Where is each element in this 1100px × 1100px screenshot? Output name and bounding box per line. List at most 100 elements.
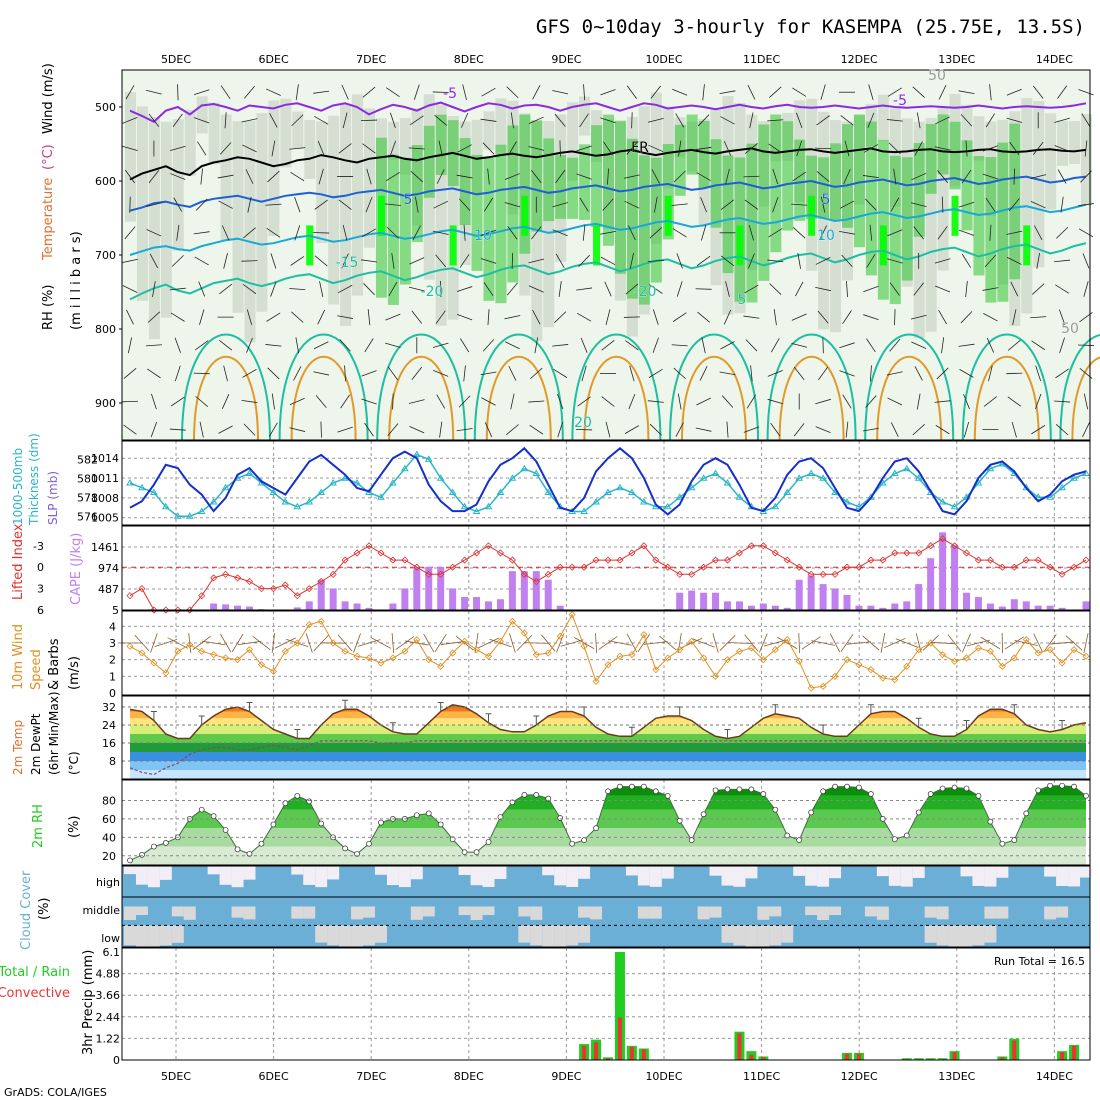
precip-tick: 6.1 <box>103 946 121 959</box>
wind-barb <box>796 112 803 128</box>
thickness-marker <box>209 498 218 505</box>
wind-speed-marker <box>472 646 481 654</box>
wind-tick: 2 <box>109 654 116 667</box>
wind-barb <box>843 169 851 185</box>
rh-shade-gray <box>352 94 364 296</box>
thickness-marker <box>520 464 529 472</box>
wind-barb <box>506 282 518 296</box>
rh-marker <box>975 792 982 799</box>
date-label-bottom: 14DEC <box>1036 1070 1073 1083</box>
wind-barb <box>743 426 760 433</box>
wind-barb <box>291 114 304 127</box>
wind-barb <box>791 203 808 206</box>
wind-barb <box>432 342 449 348</box>
wind-barb <box>845 421 849 438</box>
wind-barb <box>410 170 424 183</box>
wind-barb <box>578 254 590 267</box>
wind-barb <box>815 257 831 265</box>
wind-barb <box>195 396 209 407</box>
wind-speed-marker <box>269 667 277 675</box>
cape-bar <box>496 599 504 610</box>
wind-barb <box>1082 253 1090 269</box>
rh-marker <box>796 837 803 843</box>
thickness-marker <box>687 483 696 491</box>
wind-barb <box>699 366 708 381</box>
cloud-low-gap <box>924 925 937 943</box>
rh-shade-green <box>435 114 447 175</box>
wind-barb <box>510 393 515 410</box>
isotherm-warm-lobe <box>669 333 759 441</box>
rh-shade-gray <box>244 120 256 343</box>
wind-speed-marker <box>198 647 206 655</box>
rh-marker <box>664 792 671 799</box>
thickness-marker <box>400 464 409 472</box>
wind-barb <box>171 255 184 267</box>
rh-shade-gray <box>256 113 268 312</box>
wind-barb <box>176 224 180 241</box>
cloud-mid-gap <box>351 906 364 920</box>
cloud-low-gap <box>327 925 340 946</box>
wind-barb <box>605 309 611 326</box>
cloud-mid-gap <box>984 906 997 919</box>
thickness-tick: 580 <box>77 472 98 485</box>
wind-barb <box>797 252 801 269</box>
wind-speed-marker <box>783 636 791 644</box>
lifted-index-marker <box>568 563 576 571</box>
wind-barb <box>793 366 805 380</box>
wind-barb <box>649 423 662 436</box>
ylabel-temp: Temperature <box>41 178 56 261</box>
cloud-mid-gap <box>936 906 949 920</box>
wind-barb <box>413 84 420 100</box>
lifted-tick: 0 <box>37 561 44 574</box>
thickness-marker <box>1058 483 1066 491</box>
wind-barb <box>530 367 543 380</box>
wind-barb <box>865 395 877 408</box>
wind-barb <box>697 311 710 323</box>
cloud-low-gap <box>339 925 352 947</box>
lifted-index-marker <box>353 549 361 557</box>
wind-barb <box>579 197 589 212</box>
wind-barb <box>289 288 306 290</box>
wind-barb <box>671 203 688 206</box>
rh-marker <box>868 791 874 797</box>
cloud-low-gap <box>530 925 543 946</box>
wind-barb <box>652 337 659 353</box>
cloud-high-gap <box>243 866 256 880</box>
wind-barb <box>1054 400 1071 403</box>
wind-barb <box>893 168 897 185</box>
wind-barb <box>1007 339 1021 351</box>
lifted-index-marker <box>126 592 134 600</box>
wind-barb <box>601 340 615 351</box>
wind-barb <box>243 227 256 239</box>
slp-tick: 1008 <box>91 492 119 505</box>
rh-marker <box>724 786 731 793</box>
wind-barb <box>600 89 616 96</box>
lifted-index-marker <box>520 570 528 578</box>
wind-barb <box>988 365 993 382</box>
rh-shade-bright <box>521 195 529 236</box>
wind-speed-marker <box>126 642 134 650</box>
wind-barb <box>504 315 521 320</box>
wind-barb <box>1078 203 1094 207</box>
wind-speed-marker <box>162 669 170 677</box>
wind-barb <box>767 259 784 263</box>
wind-barb <box>890 197 900 212</box>
wind-barb <box>318 168 324 185</box>
wind-barb <box>218 200 233 209</box>
wind-speed-marker <box>711 672 720 680</box>
wind-barb <box>364 338 374 353</box>
wind-barb <box>125 85 135 100</box>
wind-barb <box>1012 309 1017 326</box>
wind-barb <box>408 286 425 292</box>
cape-bar <box>556 605 564 610</box>
rh-shade-gray <box>937 107 949 271</box>
wind-barb <box>364 422 374 437</box>
cape-bar <box>329 588 337 610</box>
wind-barb <box>290 256 305 266</box>
wind-barb <box>265 203 282 206</box>
wind-barb <box>768 228 783 238</box>
lifted-index-marker <box>532 577 540 586</box>
thickness-tick: 582 <box>77 453 98 466</box>
rh-marker <box>449 836 456 843</box>
lifted-index-marker <box>257 585 266 593</box>
